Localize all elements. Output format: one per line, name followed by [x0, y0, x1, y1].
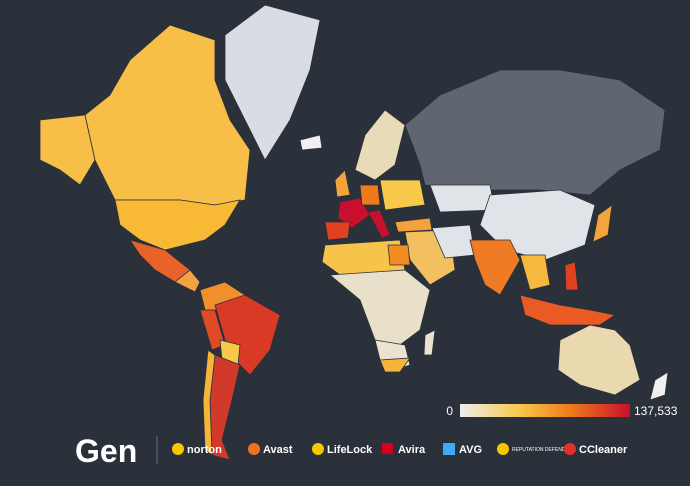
legend-min: 0 [446, 404, 453, 418]
uk [334, 169, 351, 198]
brand: REPUTATION DEFENDER [512, 447, 573, 453]
norton-icon [172, 443, 184, 455]
brand: Avira [398, 444, 426, 456]
central-america [174, 269, 201, 293]
spain [324, 221, 351, 241]
indonesia [519, 294, 617, 326]
germany [359, 184, 381, 206]
egypt [387, 244, 411, 266]
kazakhstan [429, 184, 496, 213]
japan [592, 204, 613, 243]
turkey [394, 217, 433, 233]
footer: Gen norton Avast LifeLock Avira AVG REPU… [75, 433, 628, 469]
legend: 0 137,533 [446, 404, 678, 418]
brand: CCleaner [579, 444, 628, 456]
gen-logo: Gen [75, 433, 137, 469]
legend-gradient [460, 404, 630, 417]
reputation-icon [497, 443, 509, 455]
lifelock-icon [312, 443, 324, 455]
brand: Avast [263, 444, 293, 456]
madagascar [423, 329, 436, 356]
usa [114, 199, 241, 251]
ccleaner-icon [564, 443, 576, 455]
brand: AVG [459, 444, 482, 456]
avast-icon [248, 443, 260, 455]
france [337, 197, 371, 229]
brand: LifeLock [327, 444, 373, 456]
eastern-europe [379, 179, 426, 211]
countries [39, 4, 669, 461]
italy [367, 209, 391, 239]
legend-max: 137,533 [634, 404, 678, 418]
avg-icon [443, 443, 455, 455]
india [469, 239, 521, 296]
southeast-asia [519, 254, 551, 291]
chile [202, 349, 216, 456]
greenland [224, 4, 321, 161]
philippines [564, 261, 579, 291]
avira-icon [382, 443, 393, 454]
central-africa [328, 269, 431, 346]
brand: norton [187, 444, 222, 456]
south-africa [379, 357, 411, 373]
new-zealand [649, 371, 669, 401]
iceland [299, 134, 323, 151]
australia [557, 324, 641, 396]
